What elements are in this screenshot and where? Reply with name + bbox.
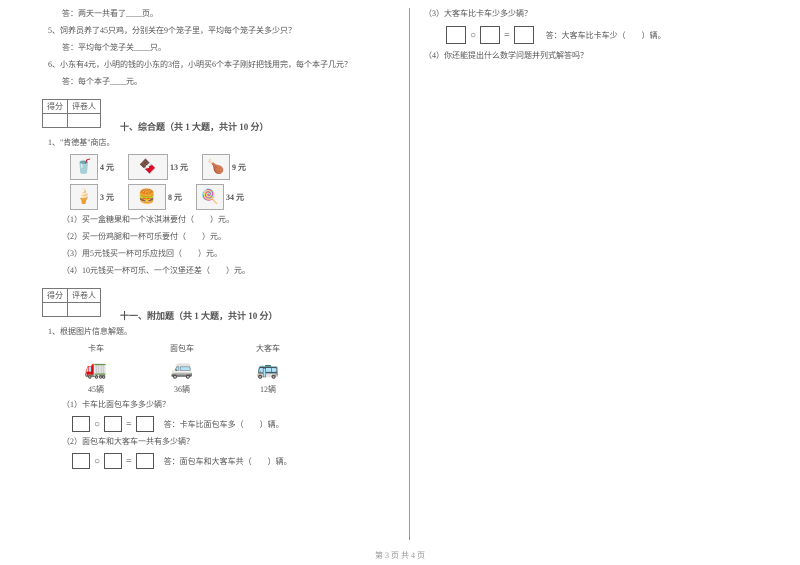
page-columns: 答：两天一共看了____页。 5、饲养员养了45只鸡，分别关在9个笼子里，平均每… bbox=[0, 0, 800, 540]
eq2-box3[interactable] bbox=[136, 453, 154, 469]
equation-2: ○ = 答：面包车和大客车共（ ）辆。 bbox=[10, 453, 395, 469]
van-label: 面包车 bbox=[156, 343, 208, 354]
eq1-box2[interactable] bbox=[104, 416, 122, 432]
equation-3: ○ = 答：大客车比卡车少（ ）辆。 bbox=[424, 26, 790, 44]
score-label: 得分 bbox=[43, 289, 68, 303]
vehicle-q1: （1）卡车比面包车多多少辆？ bbox=[10, 399, 395, 411]
eq2-box1[interactable] bbox=[72, 453, 90, 469]
question-5: 5、饲养员养了45只鸡，分别关在9个笼子里，平均每个笼子关多少只？ bbox=[10, 25, 395, 37]
eq1-box3[interactable] bbox=[136, 416, 154, 432]
score-cell[interactable] bbox=[43, 114, 68, 128]
grader-label: 评卷人 bbox=[68, 100, 101, 114]
eq3-answer: 答：大客车比卡车少（ ）辆。 bbox=[546, 30, 666, 41]
icecream-icon: 🍦 bbox=[70, 184, 98, 210]
bus-count: 12辆 bbox=[242, 384, 294, 395]
chocolate-icon: 🍫 bbox=[128, 154, 168, 180]
product-candy: 🍭 34 元 bbox=[196, 184, 244, 210]
score-label: 得分 bbox=[43, 100, 68, 114]
kfc-q3: （3）用5元钱买一杯可乐应找回（ ）元。 bbox=[10, 248, 395, 260]
eq3-box2[interactable] bbox=[480, 26, 500, 44]
kfc-q4: （4）10元钱买一杯可乐、一个汉堡还差（ ）元。 bbox=[10, 265, 395, 277]
product-row-1: 🥤 4 元 🍫 13 元 🍗 9 元 bbox=[10, 154, 395, 180]
kfc-title: 1、"肯德基"商店。 bbox=[10, 137, 395, 149]
score-box-10: 得分 评卷人 bbox=[42, 99, 101, 128]
pic-title: 1、根据图片信息解题。 bbox=[10, 326, 395, 338]
vehicle-q2: （2）面包车和大客车一共有多少辆？ bbox=[10, 436, 395, 448]
equation-1: ○ = 答：卡车比面包车多（ ）辆。 bbox=[10, 416, 395, 432]
truck-icon: 🚛 bbox=[70, 356, 122, 382]
product-icecream: 🍦 3 元 bbox=[70, 184, 114, 210]
burger-icon: 🍔 bbox=[128, 184, 166, 210]
vehicle-counts: 45辆 36辆 12辆 bbox=[10, 384, 395, 395]
right-column: （3）大客车比卡车少多少辆？ ○ = 答：大客车比卡车少（ ）辆。 （4）你还能… bbox=[410, 8, 790, 540]
chicken-price: 9 元 bbox=[232, 162, 246, 173]
right-q3: （3）大客车比卡车少多少辆？ bbox=[424, 8, 790, 20]
product-burger: 🍔 8 元 bbox=[128, 184, 182, 210]
burger-price: 8 元 bbox=[168, 192, 182, 203]
van-icon: 🚐 bbox=[156, 356, 208, 382]
bus-label: 大客车 bbox=[242, 343, 294, 354]
section-10-title: 十、综合题（共 1 大题，共计 10 分） bbox=[120, 120, 395, 133]
page-footer: 第 3 页 共 4 页 bbox=[0, 550, 800, 561]
product-cola: 🥤 4 元 bbox=[70, 154, 114, 180]
eq1-eq: = bbox=[126, 419, 132, 430]
van-count: 36辆 bbox=[156, 384, 208, 395]
candy-icon: 🍭 bbox=[196, 184, 224, 210]
section-11-title: 十一、附加题（共 1 大题，共计 10 分） bbox=[120, 309, 395, 322]
answer-4: 答：两天一共看了____页。 bbox=[10, 8, 395, 20]
eq3-eq: = bbox=[504, 30, 510, 41]
eq2-answer: 答：面包车和大客车共（ ）辆。 bbox=[164, 456, 292, 467]
cola-icon: 🥤 bbox=[70, 154, 98, 180]
answer-5: 答：平均每个笼子关____只。 bbox=[10, 42, 395, 54]
eq3-op: ○ bbox=[470, 30, 476, 41]
score-box-11: 得分 评卷人 bbox=[42, 288, 101, 317]
eq1-box1[interactable] bbox=[72, 416, 90, 432]
left-column: 答：两天一共看了____页。 5、饲养员养了45只鸡，分别关在9个笼子里，平均每… bbox=[10, 8, 410, 540]
kfc-q1: （1）买一盒糖果和一个冰淇淋要付（ ）元。 bbox=[10, 214, 395, 226]
eq1-op: ○ bbox=[94, 419, 100, 430]
eq1-answer: 答：卡车比面包车多（ ）辆。 bbox=[164, 419, 284, 430]
grader-cell[interactable] bbox=[68, 303, 101, 317]
eq3-box1[interactable] bbox=[446, 26, 466, 44]
product-chicken: 🍗 9 元 bbox=[202, 154, 246, 180]
answer-6: 答：每个本子____元。 bbox=[10, 76, 395, 88]
kfc-q2: （2）买一份鸡腿和一杯可乐要付（ ）元。 bbox=[10, 231, 395, 243]
product-chocolate: 🍫 13 元 bbox=[128, 154, 188, 180]
cola-price: 4 元 bbox=[100, 162, 114, 173]
icecream-price: 3 元 bbox=[100, 192, 114, 203]
truck-label: 卡车 bbox=[70, 343, 122, 354]
vehicle-labels: 卡车 面包车 大客车 bbox=[10, 343, 395, 354]
grader-cell[interactable] bbox=[68, 114, 101, 128]
eq2-eq: = bbox=[126, 456, 132, 467]
bus-icon: 🚌 bbox=[242, 356, 294, 382]
eq2-op: ○ bbox=[94, 456, 100, 467]
chicken-icon: 🍗 bbox=[202, 154, 230, 180]
product-row-2: 🍦 3 元 🍔 8 元 🍭 34 元 bbox=[10, 184, 395, 210]
vehicle-icons: 🚛 🚐 🚌 bbox=[10, 356, 395, 382]
grader-label: 评卷人 bbox=[68, 289, 101, 303]
question-6: 6、小东有4元，小明的钱的小东的3倍，小明买6个本子刚好把钱用完，每个本子几元？ bbox=[10, 59, 395, 71]
candy-price: 34 元 bbox=[226, 192, 244, 203]
eq2-box2[interactable] bbox=[104, 453, 122, 469]
chocolate-price: 13 元 bbox=[170, 162, 188, 173]
score-cell[interactable] bbox=[43, 303, 68, 317]
eq3-box3[interactable] bbox=[514, 26, 534, 44]
right-q4: （4）你还能提出什么数学问题并列式解答吗？ bbox=[424, 50, 790, 62]
truck-count: 45辆 bbox=[70, 384, 122, 395]
